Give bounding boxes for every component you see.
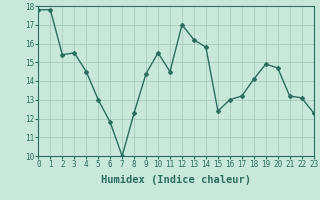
X-axis label: Humidex (Indice chaleur): Humidex (Indice chaleur)	[101, 175, 251, 185]
